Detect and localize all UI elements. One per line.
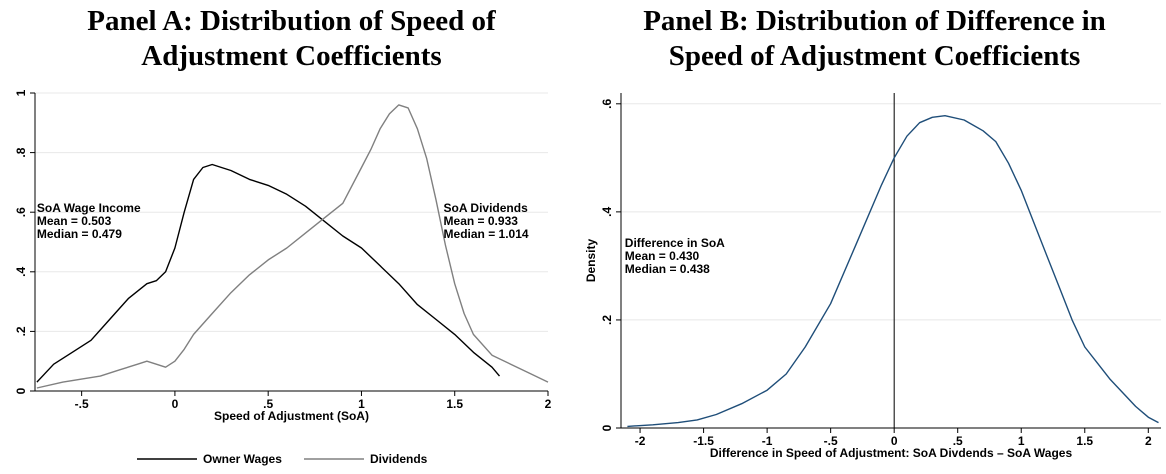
panel-b-annotation-0-line-0: Difference in SoA: [625, 236, 725, 250]
panel-b-x-axis-label: Difference in Speed of Adjustment: SoA D…: [710, 446, 1073, 460]
panel-b-y-tick-label-0: 0: [600, 424, 614, 431]
panel-b: Panel B: Distribution of Difference in S…: [583, 0, 1166, 474]
panel-a-annotation-0-line-2: Median = 0.479: [37, 227, 122, 241]
panel-b-x-tick-label-6: 1: [1018, 434, 1025, 448]
panel-b-x-tick-label-5: .5: [953, 434, 963, 448]
panel-b-title-line-2: Speed of Adjustment Coefficients: [668, 40, 1081, 72]
panel-a-legend-label-1: Dividends: [370, 452, 428, 466]
panel-a-x-tick-label-5: 2: [545, 397, 552, 411]
panel-b-y-axis-label: Density: [584, 239, 598, 283]
panel-a-y-tick-label-3: .6: [14, 207, 28, 217]
panel-a-x-tick-label-1: 0: [172, 397, 179, 411]
panel-b-annotation-0-line-2: Median = 0.438: [625, 262, 710, 276]
panel-b-x-tick-label-8: 2: [1145, 434, 1152, 448]
panel-b-y-tick-label-1: .2: [600, 315, 614, 325]
panel-a-x-tick-label-3: 1: [358, 397, 365, 411]
panel-a-y-tick-label-2: .4: [14, 266, 28, 276]
panel-a-x-tick-label-0: -.5: [75, 397, 89, 411]
panel-a-title-line-1: Panel A: Distribution of Speed of: [87, 5, 496, 37]
panel-a-annotation-1-line-1: Mean = 0.933: [444, 214, 519, 228]
panel-b-x-tick-label-4: 0: [891, 434, 898, 448]
panel-b-title: Panel B: Distribution of Difference in S…: [583, 4, 1166, 74]
panel-a-y-tick-label-0: 0: [14, 387, 28, 394]
panel-a-annotation-1-line-0: SoA Dividends: [444, 201, 529, 215]
panel-a-y-tick-label-1: .2: [14, 326, 28, 336]
panel-b-series-line-0: [627, 114, 1159, 428]
panel-a-annotation-1-line-2: Median = 1.014: [444, 227, 529, 241]
panel-a-x-axis-label: Speed of Adjustment (SoA): [214, 409, 369, 423]
panel-b-x-tick-label-1: -1.5: [693, 434, 714, 448]
panel-b-annotation-0-line-1: Mean = 0.430: [625, 249, 700, 263]
panel-b-x-tick-label-7: 1.5: [1076, 434, 1093, 448]
panel-a-y-tick-label-4: .8: [14, 147, 28, 157]
panel-a-annotation-0-line-1: Mean = 0.503: [37, 214, 112, 228]
panel-a-series-line-1: [36, 104, 549, 389]
panel-a: Panel A: Distribution of Speed of Adjust…: [0, 4, 583, 466]
panel-a-title: Panel A: Distribution of Speed of Adjust…: [0, 4, 583, 74]
panel-a-x-tick-label-4: 1.5: [446, 397, 463, 411]
panel-b-x-tick-label-2: -1: [762, 434, 773, 448]
panel-a-y-tick-label-5: 1: [14, 89, 28, 96]
panel-a-title-line-2: Adjustment Coefficients: [141, 40, 442, 72]
panel-b-y-tick-label-2: .4: [600, 207, 614, 217]
panel-a-legend-label-0: Owner Wages: [203, 452, 282, 466]
panel-a-series-line-0: [36, 163, 501, 383]
panel-b-x-tick-label-3: -.5: [824, 434, 838, 448]
panel-a-chart: 0 .2 .4 .6 .8 1 -.5 0 .5 1 1.5 2 Speed of Adjustment…: [14, 89, 552, 466]
panel-b-chart: 0 .2 .4 .6 -2 -1.5 -1 -.5 0 .5 1 1.5 2 Difference in …: [584, 93, 1161, 460]
panel-a-x-tick-label-2: .5: [263, 397, 273, 411]
panel-b-y-tick-label-3: .6: [600, 98, 614, 108]
panel-b-title-line-1: Panel B: Distribution of Difference in: [643, 5, 1106, 37]
panel-b-x-tick-label-0: -2: [635, 434, 646, 448]
panel-a-annotation-0-line-0: SoA Wage Income: [37, 201, 141, 215]
